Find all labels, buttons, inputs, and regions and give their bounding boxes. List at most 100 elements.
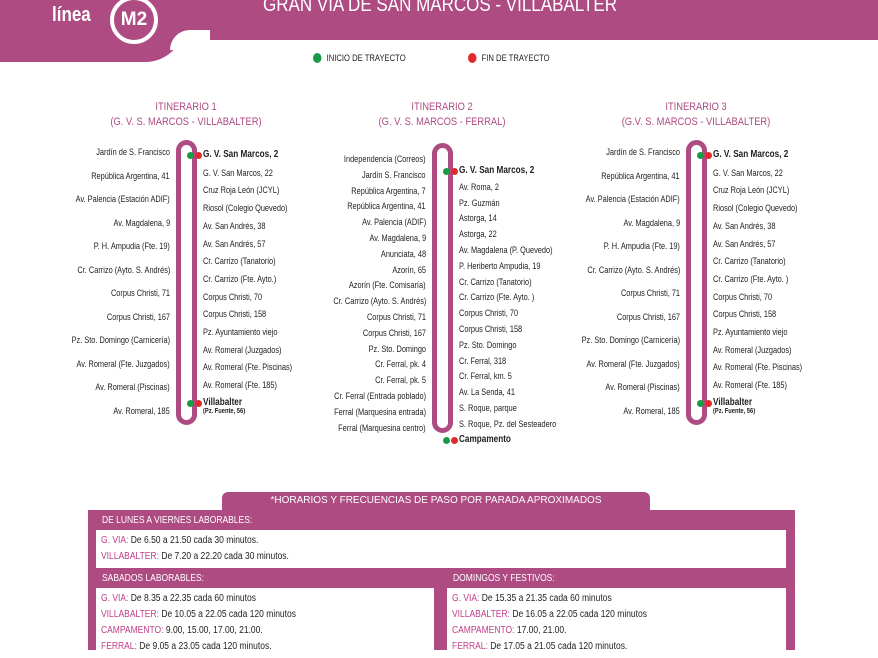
schedule-stop: CAMPAMENTO: (101, 625, 164, 636)
schedule-stop: FERRAL: (452, 641, 488, 652)
stop-outbound: Cr. Ferral, km. 5 (459, 371, 512, 382)
schedule-stop: VILLABALTER: (101, 609, 159, 620)
stop-end: Villabalter (713, 396, 753, 408)
schedule-row: VILLABALTER: De 7.20 a 22.20 cada 30 min… (101, 549, 679, 565)
schedule-stop: FERRAL: (101, 641, 137, 652)
stop-return: Corpus Christi, 71 (620, 288, 680, 298)
header-curve (170, 30, 210, 50)
stop-return: Corpus Christi, 71 (366, 312, 426, 322)
stop-return: Ferral (Marquesina entrada) (334, 406, 426, 417)
legend-start: INICIO DE TRAYECTO (313, 53, 406, 63)
stop-return: Anunciata, 48 (380, 248, 426, 259)
stop-return: Corpus Christi, 71 (110, 288, 170, 298)
stop-outbound: Av. La Senda, 41 (459, 387, 515, 398)
stop-outbound: Pz. Guzmán (459, 197, 500, 208)
stop-outbound: Av. Romeral (Juzgados) (713, 344, 792, 355)
itinerary-title: ITINERARIO 1 (G. V. S. MARCOS - VILLABALT… (101, 100, 271, 130)
stop-return: Av. Magdalena, 9 (369, 233, 426, 243)
stop-end: Campamento (459, 433, 511, 445)
stop-return: Ferral (Marquesina centro) (338, 422, 426, 433)
stop-outbound: Av. Romeral (Fte. 185) (713, 380, 787, 391)
stop-return: República Argentina, 41 (601, 170, 680, 181)
schedule-times: De 15.35 a 21.35 cada 60 minutos (481, 593, 612, 604)
stop-return: Cr. Ferral (Entrada poblado) (334, 391, 426, 401)
schedule-row: G. VIA: De 15.35 a 21.35 cada 60 minutos (452, 591, 732, 607)
stop-return: P. H. Ampudia (Fte. 19) (93, 241, 170, 251)
stop-return: Av. Romeral (Piscinas) (95, 382, 170, 392)
stop-outbound: Corpus Christi, 70 (713, 291, 773, 302)
sundays-heading: DOMINGOS Y FESTIVOS: (453, 573, 555, 584)
stop-return: Av. Magdalena, 9 (623, 217, 680, 228)
stop-outbound: Astorga, 22 (459, 229, 497, 240)
stop-return: Av. Romeral (Fte. Juzgados) (76, 358, 170, 369)
stop-outbound: Pz. Ayuntamiento viejo (203, 327, 278, 337)
saturdays-heading: SABADOS LABORABLES: (102, 573, 205, 584)
start-end-marker-icon (697, 152, 712, 159)
schedule-stop: G. VIA: (101, 535, 129, 546)
stop-return: Jardín de S. Francisco (606, 147, 680, 157)
stop-outbound: Corpus Christi, 158 (459, 324, 523, 334)
stop-end-note: (Pz. Fuente, 56) (203, 407, 246, 415)
stop-outbound: G. V. San Marcos, 22 (713, 167, 783, 178)
stop-outbound: Corpus Christi, 70 (459, 308, 519, 319)
stop-return: Cr. Carrizo (Ayto. S. Andrés) (333, 296, 426, 307)
route-loop (176, 140, 197, 425)
stop-return: Pz. Sto. Domingo (Carnicería) (581, 335, 680, 345)
route-loop (686, 140, 707, 425)
stop-outbound: Cruz Roja León (JCYL) (713, 185, 790, 196)
stop-return: República Argentina, 7 (351, 185, 426, 196)
stop-end-note: (Pz. Fuente, 56) (713, 407, 756, 415)
start-end-marker-icon (187, 152, 202, 159)
stop-outbound: Cr. Ferral, 318 (459, 355, 507, 366)
stop-outbound: P. Heriberto Ampudia, 19 (459, 260, 541, 271)
start-end-marker-icon (443, 168, 458, 175)
stop-outbound: S. Roque, Pz. del Sesteadero (459, 418, 557, 429)
itinerary-name: ITINERARIO 3 (665, 101, 727, 113)
stop-outbound: Cr. Carrizo (Fte. Ayto. ) (713, 273, 789, 284)
stop-outbound: Av. Romeral (Fte. 185) (203, 380, 277, 391)
schedule-row: G. VIA: De 6.50 a 21.50 cada 30 minutos. (101, 533, 679, 549)
stop-outbound: Av. Magdalena (P. Quevedo) (459, 245, 553, 255)
stop-return: Av. Romeral, 185 (623, 405, 680, 416)
stop-outbound: Av. San Andrés, 38 (713, 220, 776, 231)
schedule-stop: CAMPAMENTO: (452, 625, 515, 636)
schedule-stop: VILLABALTER: (101, 551, 159, 562)
stop-outbound: Riosol (Colegio Quevedo) (713, 203, 798, 214)
route-loop (432, 143, 453, 433)
sundays-box: G. VIA: De 15.35 a 21.35 cada 60 minutos… (447, 588, 786, 658)
schedule-title: *HORARIOS Y FRECUENCIAS DE PASO POR PARA… (222, 492, 650, 512)
itinerary-title: ITINERARIO 3 (G.V. S. MARCOS - VILLABALTE… (611, 100, 781, 130)
stop-end: Villabalter (203, 396, 243, 408)
schedule-times: De 6.50 a 21.50 cada 30 minutos. (130, 535, 259, 546)
start-end-marker-icon (443, 436, 458, 444)
stop-outbound: Av. San Andrés, 38 (203, 220, 266, 231)
page-title: GRAN VIA DE SAN MARCOS - VILLABALTER (263, 0, 617, 16)
stop-outbound: Cr. Carrizo (Tanatorio) (459, 276, 532, 287)
saturdays-box: G. VIA: De 8.35 a 22.35 cada 60 minutos V… (96, 588, 434, 658)
stop-return: Corpus Christi, 167 (106, 311, 170, 322)
stop-outbound: Cr. Carrizo (Fte. Ayto. ) (459, 292, 535, 303)
stop-outbound: Corpus Christi, 70 (203, 291, 263, 302)
stop-return: Av. Romeral (Piscinas) (605, 382, 680, 392)
stop-outbound: Riosol (Colegio Quevedo) (203, 203, 288, 214)
schedule-times: De 17.05 a 21.05 cada 120 minutos. (490, 641, 628, 652)
schedule-stop: VILLABALTER: (452, 609, 510, 620)
stop-outbound: Cr. Carrizo (Tanatorio) (713, 256, 786, 267)
start-dot-icon (313, 53, 322, 63)
legend-end-label: FIN DE TRAYECTO (481, 53, 550, 63)
itinerary-name: ITINERARIO 2 (411, 101, 473, 113)
stop-outbound: Av. Romeral (Juzgados) (203, 344, 282, 355)
schedule-times: De 16.05 a 22.05 cada 120 minutos (512, 609, 648, 620)
stop-outbound: Av. Roma, 2 (459, 181, 499, 192)
weekdays-box: G. VIA: De 6.50 a 21.50 cada 30 minutos.… (96, 530, 786, 568)
start-end-marker-icon (697, 399, 712, 407)
itinerary-name: ITINERARIO 1 (155, 101, 217, 113)
stop-return: Pz. Sto. Domingo (368, 343, 426, 354)
stop-return: Jardín de S. Francisco (96, 147, 170, 157)
stop-return: Av. Palencia (Estación ADIF) (75, 194, 170, 204)
stop-return: Azorín, 65 (392, 264, 426, 275)
stop-outbound: Cruz Roja León (JCYL) (203, 185, 280, 196)
weekdays-heading: DE LUNES A VIERNES LABORABLES: (102, 515, 253, 526)
stop-outbound: Corpus Christi, 158 (713, 309, 777, 320)
stop-return: Av. Palencia (Estación ADIF) (585, 194, 680, 204)
